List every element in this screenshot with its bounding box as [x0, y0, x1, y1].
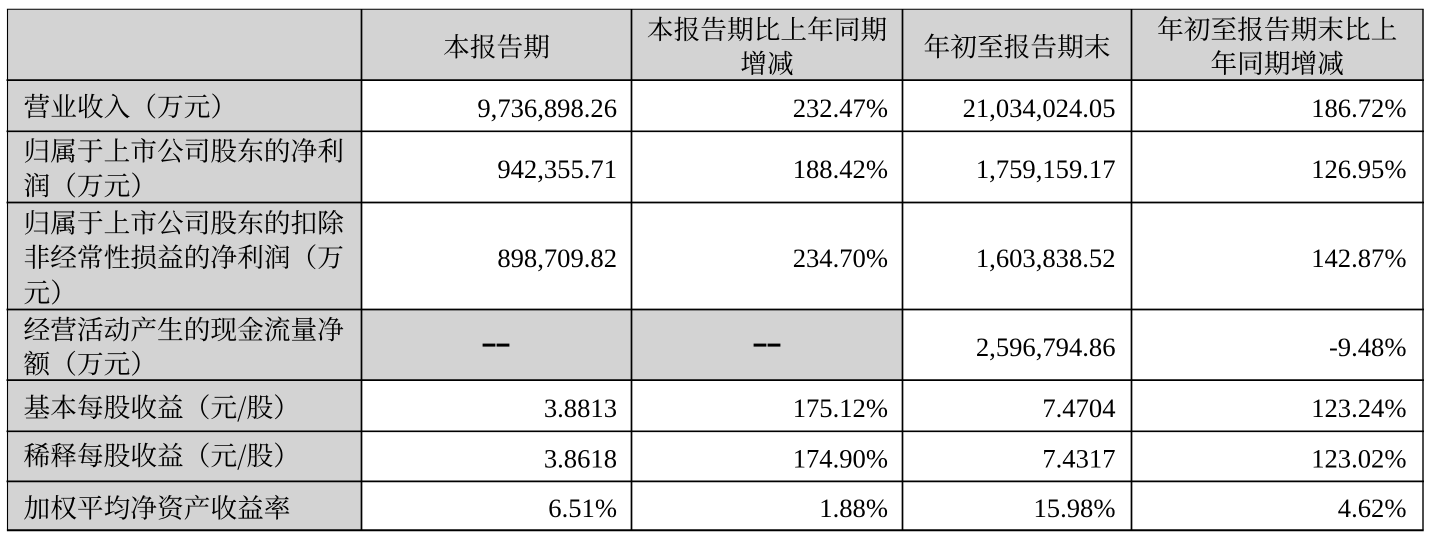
svg-text:234.70%: 234.70%	[793, 243, 888, 273]
svg-text:898,709.82: 898,709.82	[497, 243, 617, 273]
svg-text:21,034,024.05: 21,034,024.05	[963, 93, 1116, 123]
svg-text:4.62%: 4.62%	[1338, 493, 1407, 523]
svg-text:2,596,794.86: 2,596,794.86	[976, 332, 1116, 362]
svg-text:1,759,159.17: 1,759,159.17	[976, 154, 1116, 184]
svg-text:232.47%: 232.47%	[793, 93, 888, 123]
svg-text:188.42%: 188.42%	[793, 154, 888, 184]
svg-text:7.4704: 7.4704	[1042, 393, 1115, 423]
svg-text:123.24%: 123.24%	[1311, 393, 1406, 423]
svg-text:15.98%: 15.98%	[1034, 493, 1116, 523]
svg-text:186.72%: 186.72%	[1311, 93, 1406, 123]
svg-text:3.8813: 3.8813	[544, 393, 617, 423]
svg-text:-9.48%: -9.48%	[1329, 332, 1407, 362]
svg-text:123.02%: 123.02%	[1311, 444, 1406, 474]
svg-text:942,355.71: 942,355.71	[497, 154, 617, 184]
svg-text:3.8618: 3.8618	[544, 444, 617, 474]
svg-text:1,603,838.52: 1,603,838.52	[976, 243, 1116, 273]
svg-text:1.88%: 1.88%	[819, 493, 888, 523]
svg-text:6.51%: 6.51%	[548, 493, 617, 523]
svg-text:9,736,898.26: 9,736,898.26	[477, 93, 617, 123]
svg-text:175.12%: 175.12%	[793, 393, 888, 423]
svg-text:7.4317: 7.4317	[1042, 444, 1115, 474]
svg-text:142.87%: 142.87%	[1311, 243, 1406, 273]
svg-text:126.95%: 126.95%	[1311, 154, 1406, 184]
svg-text:174.90%: 174.90%	[793, 444, 888, 474]
